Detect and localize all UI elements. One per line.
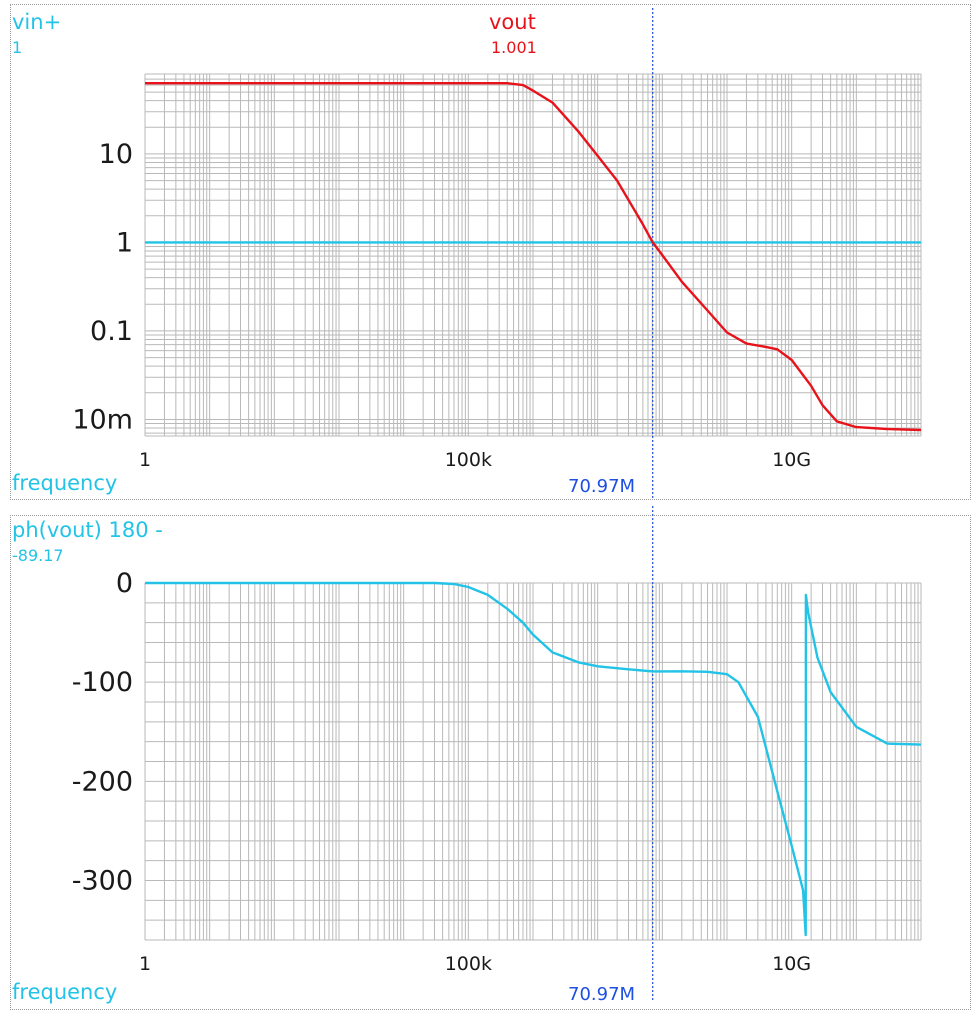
top-x-tick-label: 100k [445,449,492,471]
top-y-tick-label: 1 [116,227,133,258]
bottom-y-tick-label: -100 [72,667,133,698]
bottom-y-tick-label: -200 [72,766,133,797]
bottom-y-tick-label: 0 [116,568,133,599]
bottom-plot-pane[interactable] [10,515,971,1010]
bottom-chart: 0 -100 -200 -300 1 100k 10G [72,506,922,1002]
cursor-readout-top: 70.97M [568,476,636,497]
top-chart: 10 1 0.1 10m 1 100k 10G [72,8,922,498]
trace-name-vin[interactable]: vin+ [12,10,62,34]
top-x-tick-label: 1 [139,449,151,471]
top-series-vout [145,81,922,432]
x-axis-label-top: frequency [12,471,118,495]
top-x-tick-label: 10G [772,449,811,471]
top-y-tick-label: 10m [72,404,133,435]
trace-value-vout: 1.001 [491,38,537,57]
cursor-readout-bottom: 70.97M [568,984,636,1005]
trace-value-phase: -89.17 [12,546,64,565]
x-axis-label-bottom: frequency [12,980,118,1004]
top-plot-pane[interactable] [10,4,971,500]
bottom-x-tick-label: 100k [445,953,492,975]
bottom-y-tick-label: -300 [72,866,133,897]
top-y-tick-label: 0.1 [90,316,133,347]
trace-name-vout[interactable]: vout [489,10,536,34]
bottom-x-tick-label: 10G [772,953,811,975]
bottom-x-tick-label: 1 [139,953,151,975]
trace-value-vin: 1 [12,38,23,57]
top-y-tick-label: 10 [99,139,133,170]
trace-name-phase[interactable]: ph(vout) 180 - [12,518,163,542]
bottom-series-ph-vout-180- [145,581,922,937]
